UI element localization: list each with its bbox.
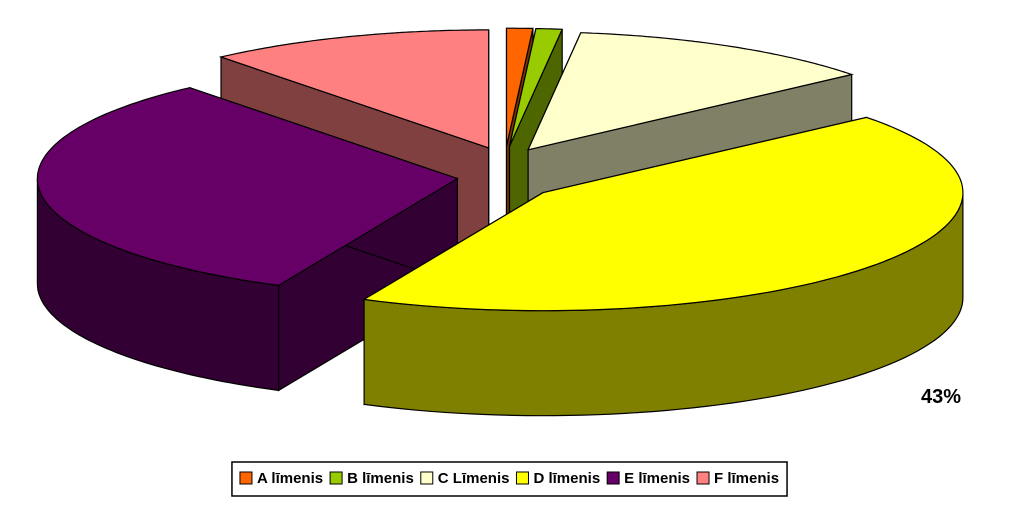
slice-top [505,27,534,147]
legend-swatch [420,471,434,485]
legend-label: E līmenis [624,470,690,487]
legend-swatch [239,471,253,485]
slice-top [218,29,490,149]
data-label: 43% [921,386,961,408]
legend-box [231,461,788,497]
slice-top [508,28,564,147]
data-label: 12% [751,0,791,2]
legend-swatch [606,471,620,485]
tops [36,27,964,312]
slice-top [362,116,964,312]
legend-label: A līmenis [257,470,323,487]
legend-label: D līmenis [533,470,600,487]
legend-label: F līmenis [714,470,779,487]
legend: A līmenis B līmenis C Līmenis D līmenis E lī… [231,461,788,497]
slice-top [36,87,459,287]
legend-swatch [329,471,343,485]
legend-swatch [515,471,529,485]
legend-label: C Līmenis [438,470,510,487]
legend-label: B līmenis [347,470,414,487]
slice-top [527,32,854,151]
legend-swatch [696,471,710,485]
